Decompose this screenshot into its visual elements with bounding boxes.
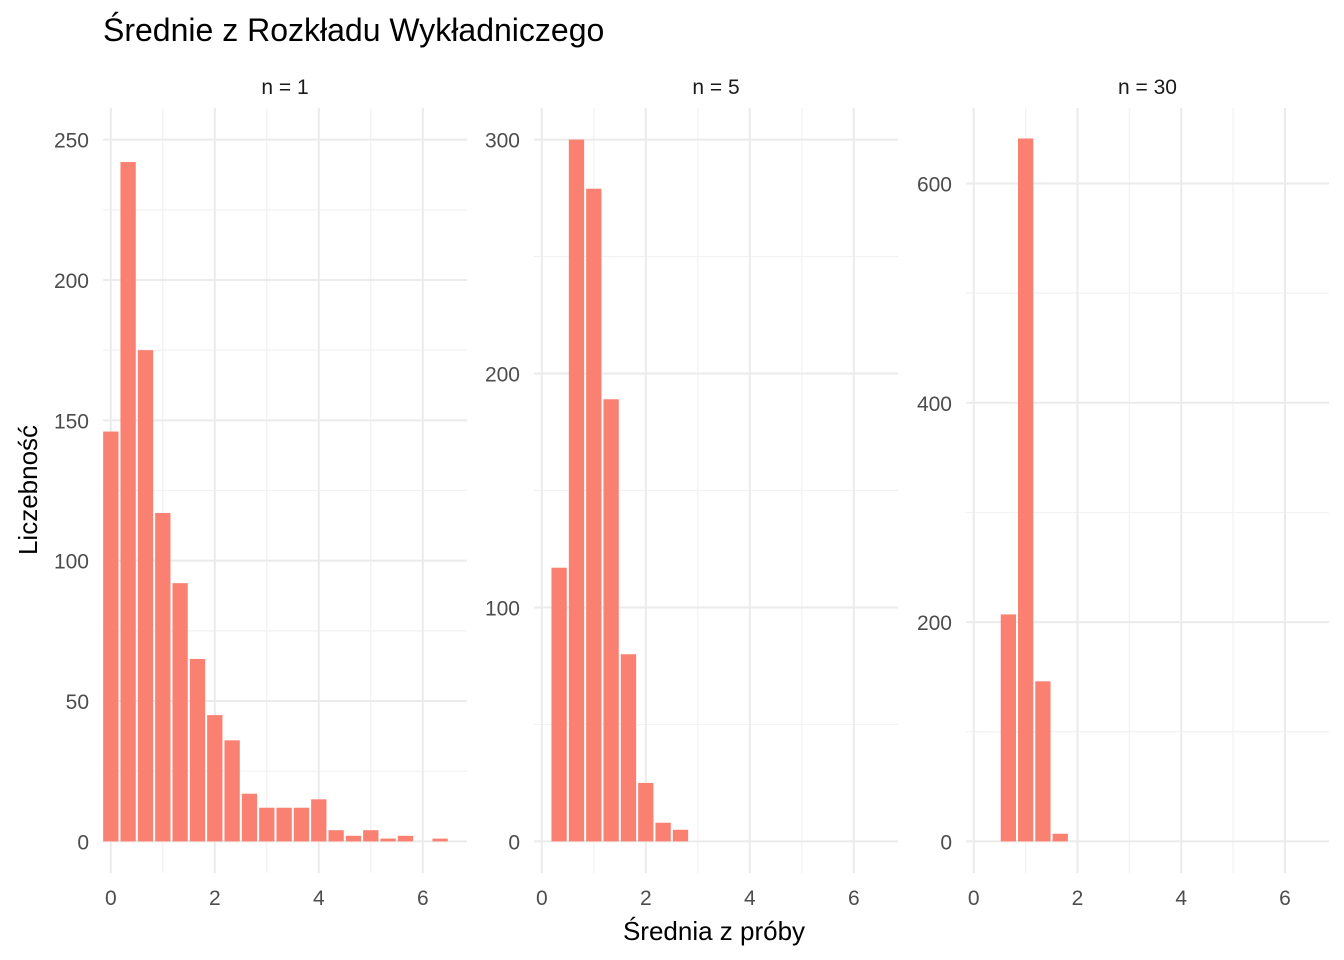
y-tick-label: 250 (54, 130, 89, 153)
y-tick-label: 400 (917, 393, 952, 416)
histogram-bar (172, 583, 188, 842)
histogram-bar (259, 807, 275, 842)
histogram-bar (380, 838, 396, 842)
histogram-bar (655, 822, 671, 842)
facet-strip-label: n = 30 (1118, 76, 1177, 99)
y-tick-label: 50 (66, 691, 89, 714)
facet-strip-label: n = 1 (261, 76, 308, 99)
x-tick-label: 0 (105, 887, 117, 910)
x-axis-title: Średnia z próby (623, 916, 805, 946)
y-tick-label: 200 (54, 270, 89, 293)
y-tick-label: 100 (485, 597, 520, 620)
histogram-bar (638, 782, 654, 842)
y-tick-label: 150 (54, 410, 89, 433)
histogram-bar (1035, 681, 1051, 842)
histogram-bar (397, 835, 414, 842)
histogram-bar (1052, 833, 1068, 842)
histogram-bar (137, 350, 154, 842)
x-tick-label: 6 (1279, 887, 1291, 910)
y-tick-label: 0 (77, 831, 89, 854)
histogram-bar (345, 835, 362, 842)
y-tick-label: 0 (508, 831, 520, 854)
x-tick-label: 2 (209, 887, 221, 910)
chart-title: Średnie z Rozkładu Wykładniczego (103, 12, 604, 48)
histogram-bar (432, 838, 448, 842)
facet-strip-label: n = 5 (692, 76, 739, 99)
histogram-bar (224, 740, 240, 842)
histogram-bar (568, 139, 585, 842)
y-tick-label: 200 (917, 612, 952, 635)
y-tick-label: 0 (940, 831, 952, 854)
x-tick-label: 4 (1175, 887, 1187, 910)
y-tick-label: 300 (485, 130, 520, 153)
histogram-bar (311, 799, 327, 842)
histogram-bar (672, 829, 689, 842)
histogram-bar (551, 567, 567, 842)
x-tick-label: 6 (848, 887, 860, 910)
y-tick-label: 100 (54, 551, 89, 574)
histogram-bar (620, 654, 637, 842)
x-tick-label: 0 (536, 887, 548, 910)
histogram-bar (120, 162, 136, 842)
histogram-bar (293, 807, 310, 842)
histogram-bar (207, 715, 223, 842)
x-tick-label: 6 (417, 887, 429, 910)
histogram-bar (1000, 614, 1017, 842)
histogram-bar (103, 431, 119, 842)
x-tick-label: 4 (744, 887, 756, 910)
x-tick-label: 4 (313, 887, 325, 910)
histogram-bar (586, 188, 602, 842)
histogram-bar (155, 512, 171, 842)
x-tick-label: 2 (640, 887, 652, 910)
histogram-bar (328, 830, 344, 842)
x-tick-label: 0 (968, 887, 980, 910)
histogram-bar (276, 807, 292, 842)
histogram-bar (603, 399, 619, 842)
x-tick-label: 2 (1072, 887, 1084, 910)
histogram-bar (241, 793, 258, 842)
y-tick-label: 600 (917, 173, 952, 196)
histogram-bar (363, 830, 379, 842)
histogram-bar (189, 658, 206, 842)
y-axis-title: Liczebność (13, 425, 43, 555)
facet-panel: 0 50 100 150 200 250 0 2 4 6 n = 1 (54, 76, 467, 910)
facet-panel: 0 100 200 300 0 2 4 6 n = 5 (485, 76, 898, 910)
y-tick-label: 200 (485, 364, 520, 387)
histogram-bar (1018, 138, 1034, 842)
facet-panel: 0 200 400 600 0 2 4 6 n = 30 (917, 76, 1329, 910)
